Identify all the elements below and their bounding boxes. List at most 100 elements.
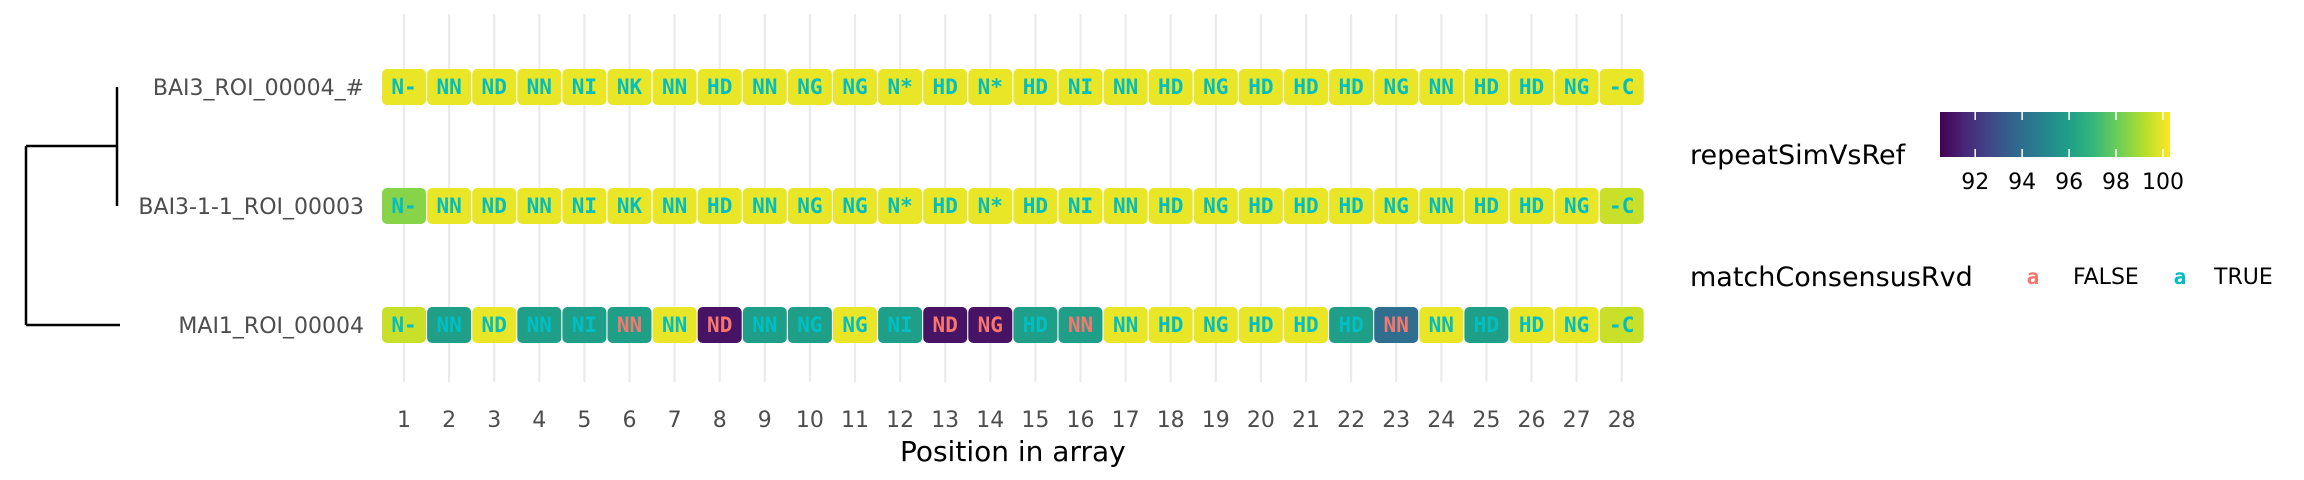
x-tick-label: 14 [976, 408, 1004, 433]
tile-label: N* [978, 194, 1003, 218]
legend-glyph: a [2027, 265, 2040, 289]
heatmap-tile [742, 307, 787, 343]
tile-label: HD [707, 194, 732, 218]
tile-label: HD [1248, 313, 1273, 337]
heatmap-tile [923, 188, 968, 224]
tile-label: NG [797, 75, 822, 99]
tile-label: N- [391, 313, 416, 337]
tile-label: HD [1158, 75, 1183, 99]
heatmap-tile [1103, 69, 1148, 105]
tile-label: NN [527, 75, 552, 99]
tile-label: HD [1293, 75, 1318, 99]
heatmap-tile [697, 307, 742, 343]
tile-label: NI [1068, 75, 1093, 99]
tile-label: HD [1248, 75, 1273, 99]
heatmap-tile [833, 69, 877, 105]
heatmap-tile [1013, 69, 1058, 105]
tile-label: HD [1474, 75, 1499, 99]
tile-label: HD [933, 194, 958, 218]
tile-label: NN [1068, 313, 1093, 337]
heatmap-tile [1148, 307, 1193, 343]
heatmap-tile [1148, 188, 1193, 224]
tiles: N- NN ND NN NI NK NN HD NN NG NG N* HD N* HD NI NN HD NG HD… [382, 69, 1644, 343]
tile-label: NN [662, 75, 687, 99]
tile-label: NI [572, 194, 597, 218]
heatmap-tile [878, 69, 923, 105]
heatmap-tile [878, 188, 923, 224]
heatmap-tile [1193, 307, 1238, 343]
dendrogram [24, 87, 120, 327]
heatmap-tile [1419, 307, 1464, 343]
legend-fill-ticks: 92 94 96 98 100 [1961, 112, 2184, 195]
x-tick-label: 4 [532, 408, 546, 433]
heatmap-tile [1509, 69, 1554, 105]
tile-label: -C [1609, 194, 1634, 218]
heatmap-tile [1554, 188, 1599, 224]
tile-label: NK [617, 194, 643, 218]
row-label: BAI3-1-1_ROI_00003 [138, 195, 364, 220]
heatmap-tile [878, 307, 923, 343]
x-tick-label: 27 [1563, 408, 1591, 433]
tile-label: NN [662, 313, 687, 337]
tile-label: N* [978, 75, 1003, 99]
legend-match-consensus: matchConsensusRvd a FALSE a TRUE [1690, 262, 2273, 293]
tile-label: NK [617, 75, 643, 99]
tile-label: HD [1474, 313, 1499, 337]
legend-tick-label: 94 [2008, 170, 2036, 195]
tile-label: HD [1338, 313, 1363, 337]
heatmap-tile [833, 188, 877, 224]
tile-label: NG [1384, 194, 1409, 218]
tile-label: NG [797, 194, 822, 218]
tile-label: NG [842, 194, 867, 218]
x-tick-label: 17 [1112, 408, 1140, 433]
heatmap-tile [427, 307, 472, 343]
heatmap-tile [562, 188, 607, 224]
x-tick-label: 12 [886, 408, 914, 433]
heatmap-tile [562, 307, 607, 343]
tile-label: HD [1293, 194, 1318, 218]
heatmap-tile [472, 69, 517, 105]
heatmap-tile [472, 188, 517, 224]
heatmap-tile [1329, 188, 1374, 224]
heatmap-tile [1238, 307, 1283, 343]
heatmap-tile [787, 69, 832, 105]
x-tick-label: 1 [397, 408, 411, 433]
heatmap-tile [742, 188, 787, 224]
heatmap-tile [1193, 188, 1238, 224]
tile-label: N* [887, 75, 912, 99]
tile-label: HD [1023, 313, 1048, 337]
tile-label: NN [617, 313, 642, 337]
heatmap-tile [1599, 69, 1644, 105]
x-tick-label: 2 [442, 408, 456, 433]
heatmap-tile [1509, 307, 1554, 343]
heatmap-tile [1058, 307, 1103, 343]
heatmap-tile [1509, 188, 1554, 224]
heatmap-tile [742, 69, 787, 105]
tile-label: NG [842, 75, 867, 99]
tile-label: ND [482, 194, 507, 218]
heatmap-tile [1554, 69, 1599, 105]
heatmap-tile [607, 69, 652, 105]
tile-label: NG [842, 313, 867, 337]
legend-tick-label: 100 [2142, 170, 2184, 195]
tile-label: NG [1203, 194, 1228, 218]
tile-label: HD [707, 75, 732, 99]
tile-label: NN [527, 313, 552, 337]
x-tick-label: 25 [1472, 408, 1500, 433]
x-tick-label: 20 [1247, 408, 1275, 433]
legend-tick-label: 92 [1961, 170, 1989, 195]
tile-label: N- [391, 75, 416, 99]
tile-label: HD [1023, 75, 1048, 99]
tile-label: NN [752, 75, 777, 99]
tile-label: HD [1023, 194, 1048, 218]
heatmap-tile [1374, 188, 1419, 224]
x-tick-label: 15 [1021, 408, 1049, 433]
tile-label: NN [752, 194, 777, 218]
legend-repeat-sim: repeatSimVsRef 92 94 96 98 100 [1690, 112, 2184, 195]
heatmap-tile [1419, 188, 1464, 224]
tile-label: NN [1429, 75, 1454, 99]
legend-entry-label: TRUE [2213, 265, 2273, 290]
legend-colorbar [1940, 112, 2170, 157]
heatmap-tile [1419, 69, 1464, 105]
heatmap-tile [1013, 307, 1058, 343]
